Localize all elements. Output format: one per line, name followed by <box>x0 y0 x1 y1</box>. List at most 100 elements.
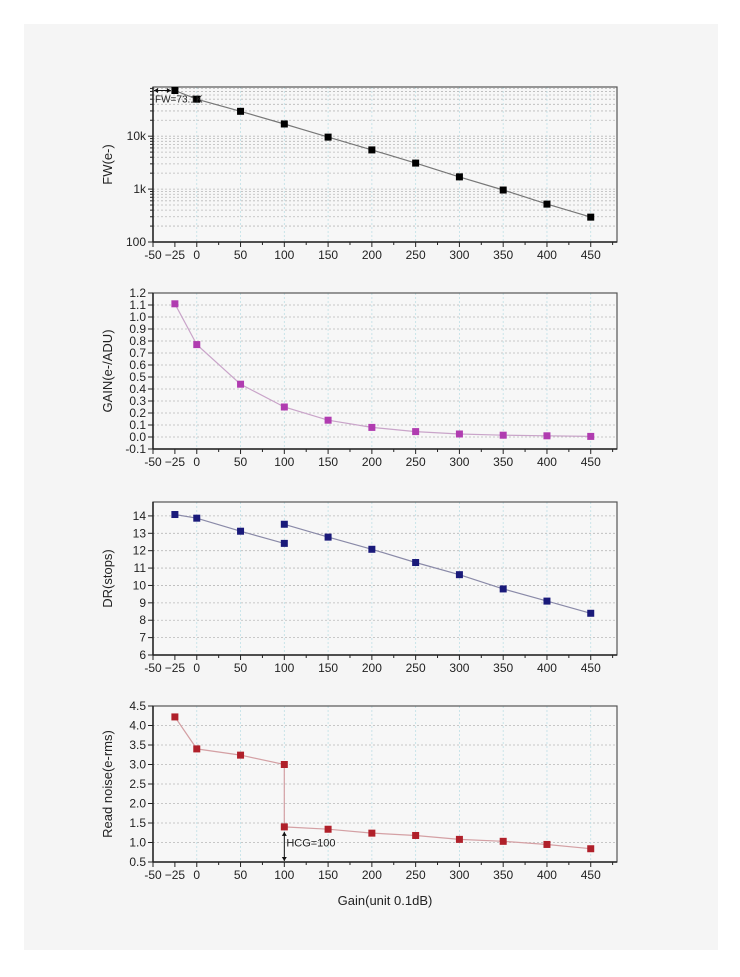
fw-x-tick-label: 200 <box>362 248 382 262</box>
read-noise-data-point <box>324 825 332 833</box>
fw-x-tick-label: 400 <box>537 248 557 262</box>
dr-x-tick-label: −25 <box>165 661 186 675</box>
fw-data-point <box>237 107 245 115</box>
fw-data-point <box>193 95 201 103</box>
gain-y-tick-label: 0.8 <box>129 334 146 348</box>
dr-x-tick-label: 400 <box>537 661 557 675</box>
dr-chart: -50 −25 0 50 100 150 200 250 300 350 400 450 6 7 8 9 10 1… <box>100 501 618 675</box>
gain-x-tick-label: 250 <box>406 455 426 469</box>
dr-data-point <box>193 514 201 522</box>
fw-x-tick-label: 100 <box>274 248 294 262</box>
gain-x-tick-label: −25 <box>165 455 186 469</box>
fw-annotation: FW=73.1K <box>155 94 203 105</box>
dr-data-point <box>280 539 288 547</box>
gain-data-point <box>412 428 420 436</box>
dr-plot-area <box>153 502 617 655</box>
dr-data-point <box>543 597 551 605</box>
read-noise-y-tick-label: 4.5 <box>129 699 146 713</box>
read-noise-x-tick-label: 100 <box>274 868 294 882</box>
dr-x-tick-label: 0 <box>193 661 200 675</box>
fw-data-point <box>368 146 376 154</box>
gain-data-point <box>193 341 201 349</box>
fw-y-tick-label: 1k <box>133 182 147 196</box>
gain-y-tick-label: 0.7 <box>129 346 146 360</box>
gain-y-axis-label: GAIN(e-/ADU) <box>100 329 115 412</box>
dr-data-point <box>587 609 595 617</box>
gain-x-tick-label: 450 <box>581 455 601 469</box>
read-noise-y-tick-label: 1.5 <box>129 816 146 830</box>
read-noise-x-tick-label: 0 <box>193 868 200 882</box>
fw-x-tick-label: −25 <box>165 248 186 262</box>
fw-x-tick-label: -50 <box>144 248 162 262</box>
dr-x-tick-label: 300 <box>449 661 469 675</box>
gain-y-tick-label: 0.3 <box>129 394 146 408</box>
read-noise-y-axis-label: Read noise(e-rms) <box>100 730 115 838</box>
read-noise-x-tick-label: 400 <box>537 868 557 882</box>
read-noise-data-point <box>171 713 179 721</box>
fw-y-tick-label: 10k <box>127 129 147 143</box>
dr-y-tick-label: 10 <box>133 578 147 592</box>
hcg-annotation: HCG=100 <box>286 838 335 850</box>
read-noise-data-point <box>368 829 376 837</box>
dr-series-line <box>174 513 285 544</box>
read-noise-data-point <box>280 823 288 831</box>
gain-data-point <box>324 416 332 424</box>
gain-data-point <box>368 423 376 431</box>
gain-x-tick-label: 350 <box>493 455 513 469</box>
gain-y-tick-label: 1.0 <box>129 310 146 324</box>
read-noise-x-tick-label: −25 <box>165 868 186 882</box>
fw-data-point <box>280 120 288 128</box>
fw-plot-area <box>153 87 617 242</box>
hcg-arrow-head-down <box>281 857 287 861</box>
read-noise-x-tick-label: 200 <box>362 868 382 882</box>
gain-data-point <box>171 300 179 308</box>
read-noise-y-tick-label: 4.0 <box>129 719 146 733</box>
dr-y-tick-label: 12 <box>133 544 147 558</box>
dr-x-tick-label: 350 <box>493 661 513 675</box>
dr-x-tick-label: 50 <box>234 661 248 675</box>
gain-x-tick-label: 150 <box>318 455 338 469</box>
gain-y-tick-label: -0.1 <box>125 442 146 456</box>
gain-y-tick-label: 0.4 <box>129 382 146 396</box>
gain-y-tick-label: 1.2 <box>129 286 146 300</box>
gain-y-tick-label: 0.6 <box>129 358 146 372</box>
fw-x-tick-label: 450 <box>581 248 601 262</box>
read-noise-x-tick-label: 350 <box>493 868 513 882</box>
gain-y-tick-label: 1.1 <box>129 298 146 312</box>
read-noise-x-tick-label: 300 <box>449 868 469 882</box>
read-noise-data-point <box>543 840 551 848</box>
fw-x-tick-label: 150 <box>318 248 338 262</box>
dr-data-point <box>499 585 507 593</box>
gain-data-point <box>455 430 463 438</box>
gain-y-tick-label: 0.1 <box>129 418 146 432</box>
read-noise-data-point <box>455 835 463 843</box>
gain-x-tick-label: 100 <box>274 455 294 469</box>
read-noise-y-tick-label: 3.5 <box>129 738 146 752</box>
fw-arrow-head-right <box>166 87 171 93</box>
dr-x-tick-label: 200 <box>362 661 382 675</box>
fw-x-tick-label: 50 <box>234 248 248 262</box>
dr-y-tick-label: 13 <box>133 526 147 540</box>
read-noise-chart: -50 −25 0 50 100 150 200 250 300 350 400 450 0.5 1.0 1… <box>100 699 618 882</box>
fw-data-point <box>587 213 595 221</box>
read-noise-data-point <box>499 837 507 845</box>
read-noise-x-tick-label: 250 <box>406 868 426 882</box>
fw-x-tick-label: 300 <box>449 248 469 262</box>
dr-y-tick-label: 8 <box>139 613 146 627</box>
read-noise-x-tick-label: 450 <box>581 868 601 882</box>
fw-data-point <box>171 86 179 94</box>
fw-x-tick-label: 250 <box>406 248 426 262</box>
dr-data-point <box>455 571 463 579</box>
read-noise-x-tick-label: 150 <box>318 868 338 882</box>
read-noise-y-tick-label: 2.0 <box>129 797 146 811</box>
read-noise-data-point <box>193 745 201 753</box>
read-noise-x-tick-label: -50 <box>144 868 162 882</box>
dr-x-tick-label: 100 <box>274 661 294 675</box>
fw-data-point <box>455 173 463 181</box>
gain-data-point <box>499 431 507 439</box>
dr-x-tick-label: -50 <box>144 661 162 675</box>
gain-data-point <box>280 403 288 411</box>
x-axis-label: Gain(unit 0.1dB) <box>338 893 433 908</box>
fw-arrow-head-left <box>154 87 158 93</box>
